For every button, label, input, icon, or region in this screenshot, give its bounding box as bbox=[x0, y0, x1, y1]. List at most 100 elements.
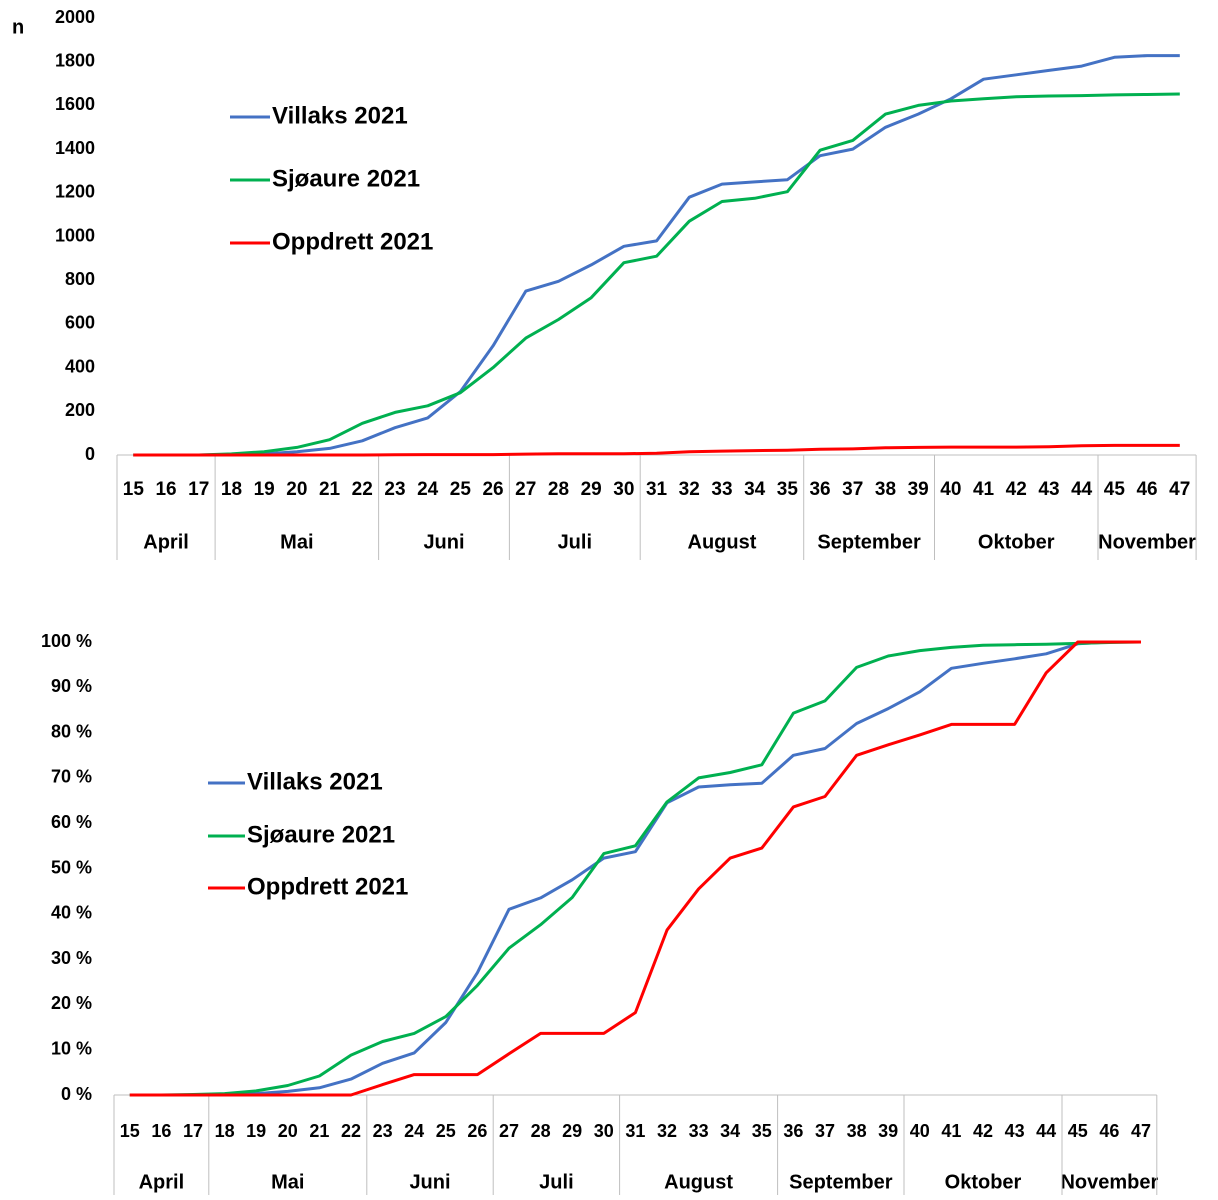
legend-label: Sjøaure 2021 bbox=[247, 821, 395, 848]
y-tick-label: 40 % bbox=[51, 903, 92, 923]
series-line bbox=[133, 54, 1180, 457]
y-tick-label: 1400 bbox=[55, 138, 95, 158]
x-tick-label: 41 bbox=[941, 1121, 961, 1141]
month-label: November bbox=[1098, 531, 1196, 553]
x-tick-label: 20 bbox=[286, 479, 307, 500]
y-tick-label: 80 % bbox=[51, 721, 92, 741]
x-tick-label: 18 bbox=[215, 1121, 235, 1141]
x-tick-label: 25 bbox=[450, 479, 472, 500]
y-tick-label: 400 bbox=[65, 356, 95, 376]
y-axis-label: n bbox=[12, 16, 24, 38]
x-tick-label: 36 bbox=[783, 1121, 803, 1141]
y-tick-label: 10 % bbox=[51, 1038, 92, 1058]
x-tick-label: 40 bbox=[910, 1121, 930, 1141]
x-tick-label: 34 bbox=[744, 479, 766, 500]
month-label: September bbox=[789, 1171, 893, 1193]
y-tick-label: 0 bbox=[85, 444, 95, 464]
x-tick-label: 44 bbox=[1071, 479, 1093, 500]
x-tick-label: 29 bbox=[581, 479, 602, 500]
x-tick-label: 38 bbox=[875, 479, 896, 500]
x-tick-label: 41 bbox=[973, 479, 995, 500]
x-tick-label: 39 bbox=[878, 1121, 898, 1141]
x-tick-label: 44 bbox=[1036, 1121, 1056, 1141]
x-tick-label: 47 bbox=[1169, 479, 1190, 500]
month-label: Mai bbox=[280, 531, 313, 553]
x-tick-label: 17 bbox=[188, 479, 209, 500]
series-line bbox=[129, 640, 1141, 1097]
month-label: September bbox=[817, 531, 921, 553]
x-tick-label: 33 bbox=[711, 479, 732, 500]
legend-label: Villaks 2021 bbox=[272, 102, 408, 129]
y-tick-label: 1800 bbox=[55, 50, 95, 70]
y-tick-label: 20 % bbox=[51, 993, 92, 1013]
month-label: Mai bbox=[271, 1171, 304, 1193]
x-tick-label: 23 bbox=[384, 479, 405, 500]
x-tick-label: 31 bbox=[625, 1121, 645, 1141]
x-tick-label: 40 bbox=[940, 479, 961, 500]
x-tick-label: 43 bbox=[1038, 479, 1059, 500]
y-tick-label: 800 bbox=[65, 269, 95, 289]
x-tick-label: 22 bbox=[341, 1121, 361, 1141]
month-label: November bbox=[1060, 1171, 1158, 1193]
month-label: August bbox=[688, 531, 757, 553]
y-tick-label: 1200 bbox=[55, 182, 95, 202]
y-tick-label: 2000 bbox=[55, 7, 95, 27]
x-tick-label: 26 bbox=[467, 1121, 487, 1141]
x-tick-label: 38 bbox=[847, 1121, 867, 1141]
y-tick-label: 60 % bbox=[51, 812, 92, 832]
x-tick-label: 37 bbox=[842, 479, 863, 500]
y-tick-label: 1000 bbox=[55, 225, 95, 245]
x-tick-label: 33 bbox=[689, 1121, 709, 1141]
x-tick-label: 45 bbox=[1104, 479, 1126, 500]
y-tick-label: 600 bbox=[65, 313, 95, 333]
x-tick-label: 16 bbox=[155, 479, 176, 500]
x-tick-label: 28 bbox=[548, 479, 569, 500]
x-tick-label: 21 bbox=[309, 1121, 329, 1141]
y-tick-label: 200 bbox=[65, 400, 95, 420]
y-tick-label: 90 % bbox=[51, 676, 92, 696]
y-tick-label: 70 % bbox=[51, 767, 92, 787]
x-tick-label: 37 bbox=[815, 1121, 835, 1141]
x-tick-label: 30 bbox=[613, 479, 634, 500]
x-tick-label: 15 bbox=[123, 479, 145, 500]
legend-label: Oppdrett 2021 bbox=[247, 873, 408, 900]
x-tick-label: 17 bbox=[183, 1121, 203, 1141]
legend-label: Sjøaure 2021 bbox=[272, 165, 420, 192]
x-tick-label: 39 bbox=[908, 479, 929, 500]
x-tick-label: 45 bbox=[1068, 1121, 1088, 1141]
x-tick-label: 36 bbox=[809, 479, 830, 500]
x-tick-label: 23 bbox=[373, 1121, 393, 1141]
x-tick-label: 18 bbox=[221, 479, 242, 500]
x-tick-label: 35 bbox=[777, 479, 799, 500]
y-tick-label: 30 % bbox=[51, 948, 92, 968]
month-label: Juni bbox=[423, 531, 464, 553]
x-tick-label: 27 bbox=[499, 1121, 519, 1141]
x-tick-label: 19 bbox=[246, 1121, 266, 1141]
y-tick-label: 1600 bbox=[55, 94, 95, 114]
x-tick-label: 32 bbox=[657, 1121, 677, 1141]
y-tick-label: 50 % bbox=[51, 857, 92, 877]
x-tick-label: 24 bbox=[417, 479, 439, 500]
x-tick-label: 47 bbox=[1131, 1121, 1151, 1141]
x-tick-label: 29 bbox=[562, 1121, 582, 1141]
x-tick-label: 25 bbox=[436, 1121, 456, 1141]
x-tick-label: 34 bbox=[720, 1121, 740, 1141]
y-tick-label: 100 % bbox=[41, 631, 92, 651]
month-label: Juli bbox=[539, 1171, 573, 1193]
series-line bbox=[133, 443, 1180, 457]
month-label: April bbox=[139, 1171, 185, 1193]
series-line bbox=[129, 640, 1142, 1097]
x-tick-label: 20 bbox=[278, 1121, 298, 1141]
x-tick-label: 35 bbox=[752, 1121, 772, 1141]
x-tick-label: 31 bbox=[646, 479, 668, 500]
x-tick-label: 28 bbox=[531, 1121, 551, 1141]
x-tick-label: 27 bbox=[515, 479, 536, 500]
series-line bbox=[129, 640, 1141, 1097]
month-label: Oktober bbox=[945, 1171, 1022, 1193]
x-tick-label: 43 bbox=[1005, 1121, 1025, 1141]
month-label: April bbox=[143, 531, 189, 553]
month-label: August bbox=[664, 1171, 733, 1193]
series-line bbox=[133, 92, 1180, 457]
